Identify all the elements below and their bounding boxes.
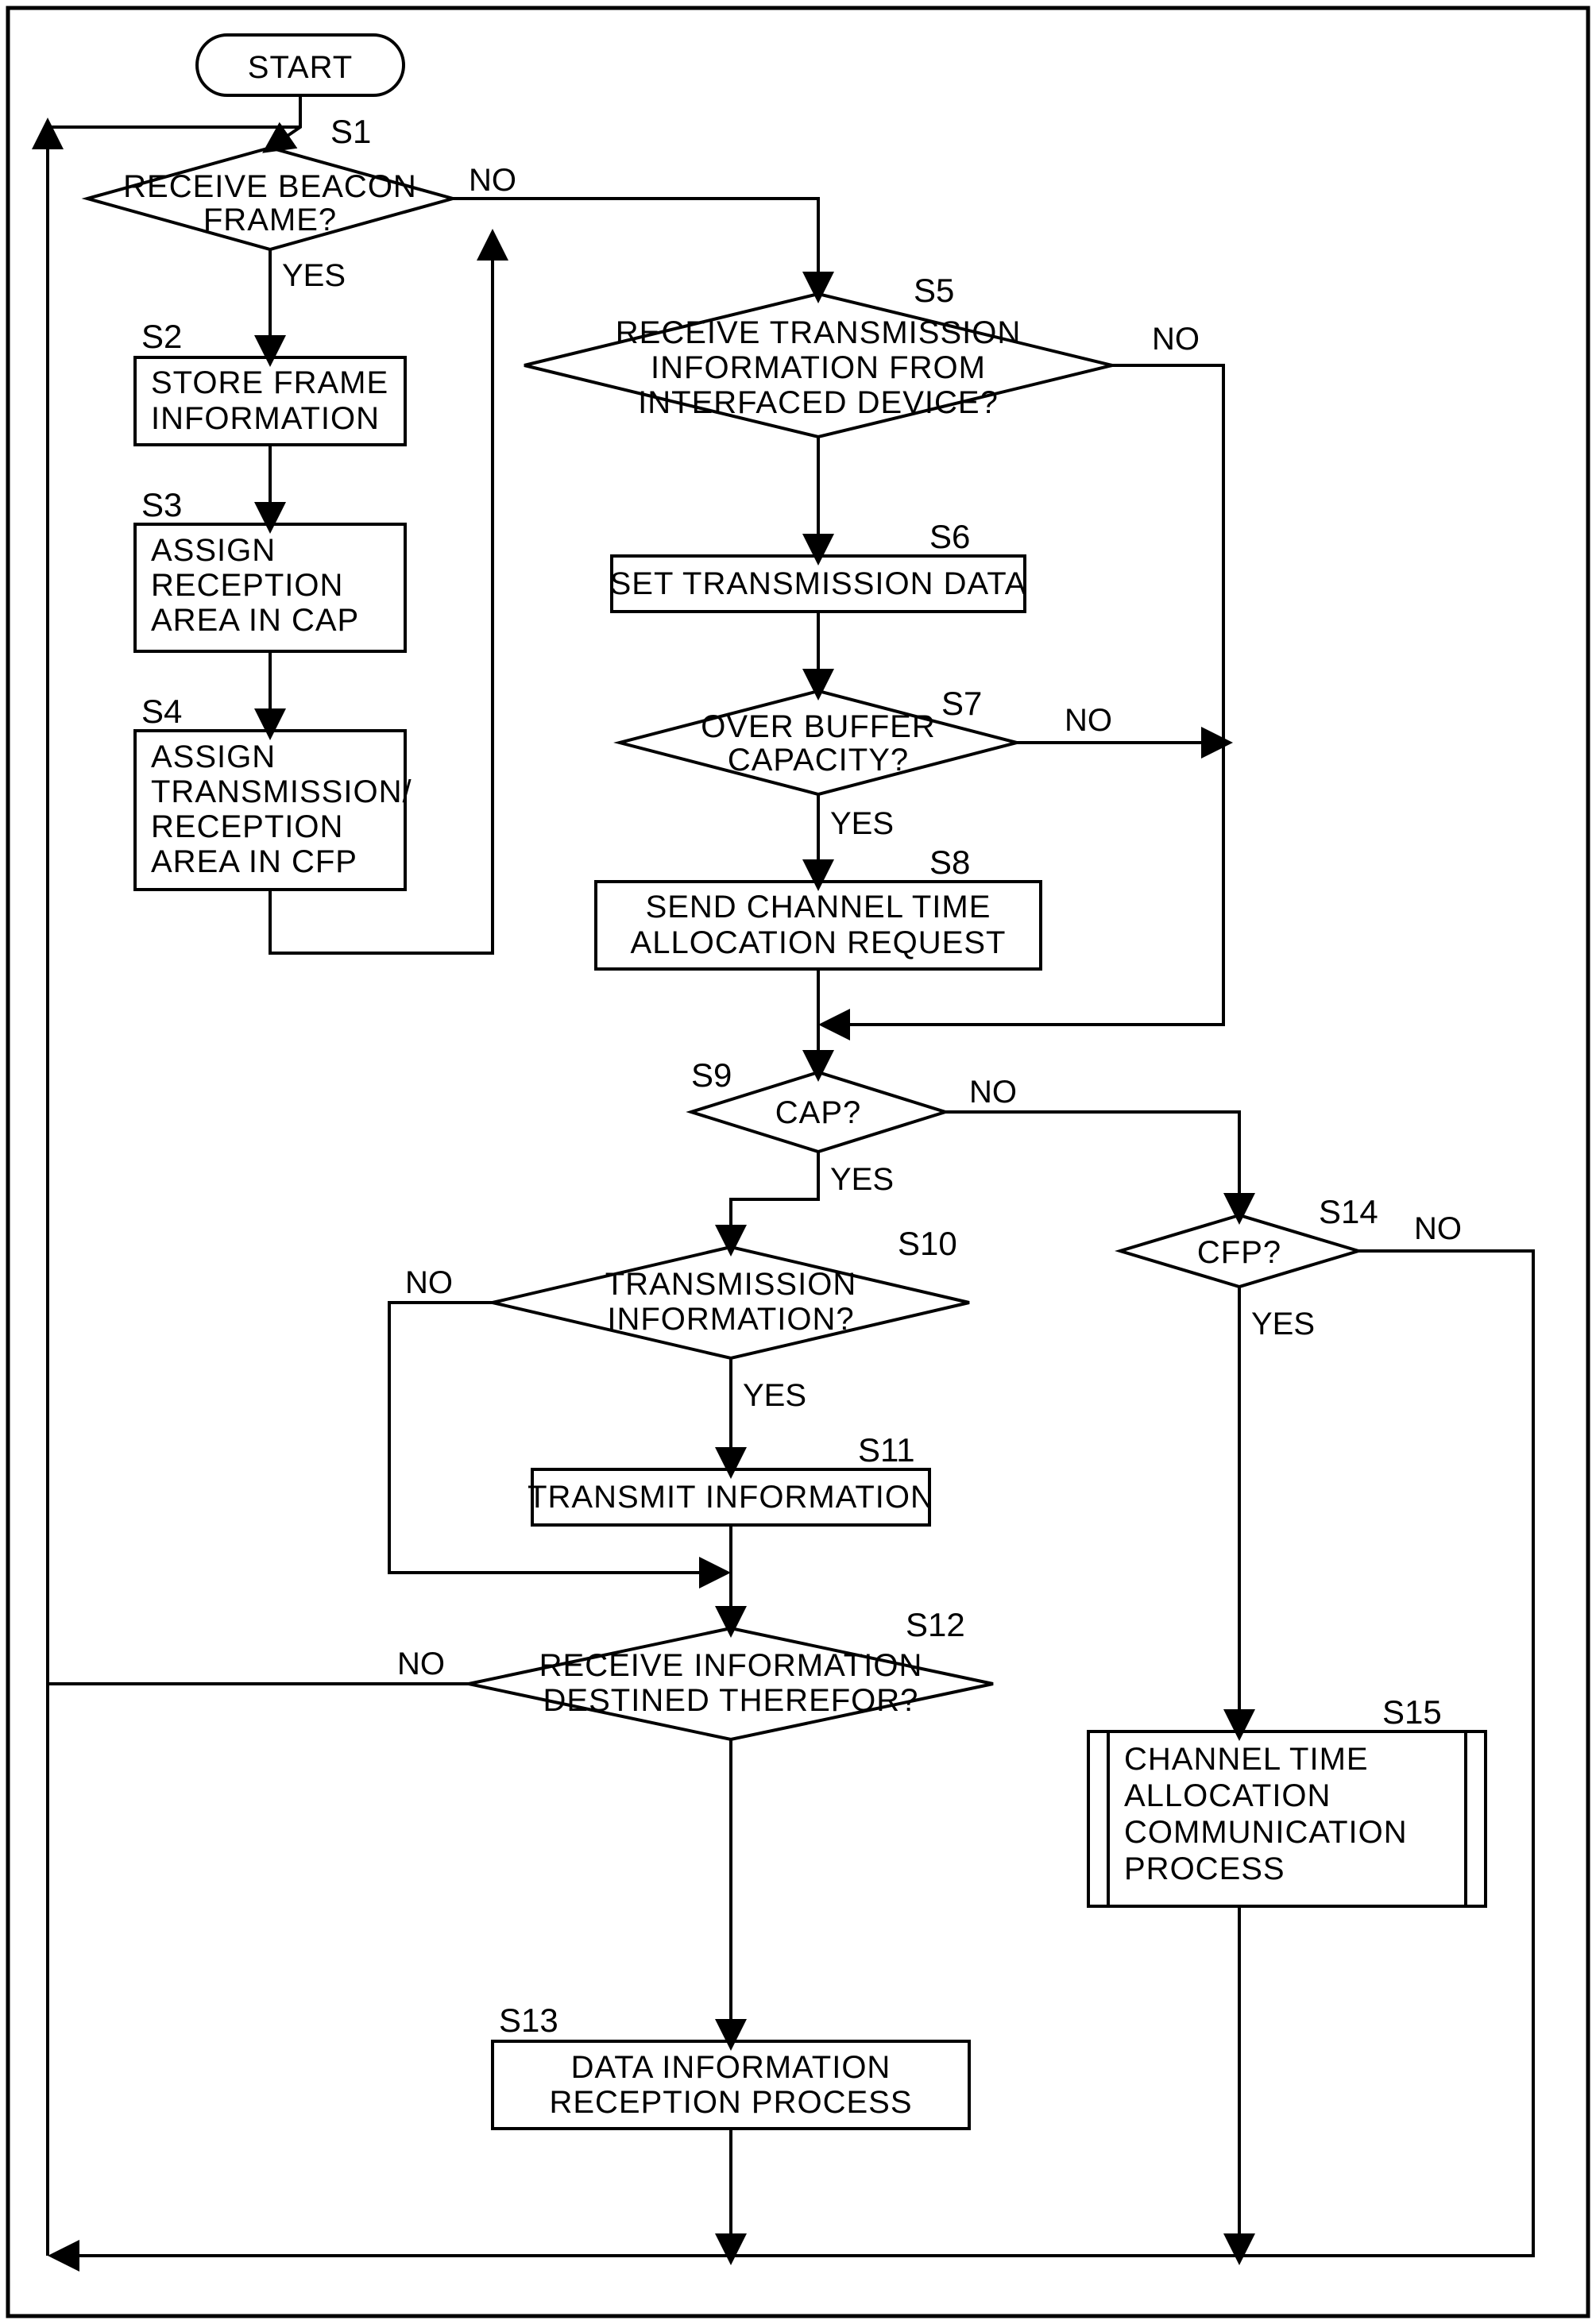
- step-label-s1: S1: [330, 113, 371, 150]
- step-label-s12: S12: [906, 1606, 965, 1643]
- process-s3-line0: ASSIGN: [151, 533, 276, 568]
- process-s15-line0: CHANNEL TIME: [1124, 1742, 1369, 1777]
- process-s13-line0: DATA INFORMATION: [571, 2050, 891, 2085]
- process-s15: S15 CHANNEL TIME ALLOCATION COMMUNICATIO…: [1088, 1693, 1486, 1906]
- decision-s5-line1: INFORMATION FROM: [651, 350, 986, 385]
- process-s8-line0: SEND CHANNEL TIME: [646, 890, 991, 925]
- edge-s7-yes-label: YES: [830, 806, 894, 841]
- edge-s9-yes: [731, 1152, 818, 1247]
- process-s15-line1: ALLOCATION: [1124, 1778, 1331, 1813]
- process-s2-line0: STORE FRAME: [151, 365, 388, 400]
- step-label-s9: S9: [691, 1056, 732, 1094]
- edge-s1-yes-label: YES: [282, 258, 346, 293]
- decision-s12-line1: DESTINED THEREFOR?: [543, 1683, 919, 1718]
- process-s4: S4 ASSIGN TRANSMISSION/ RECEPTION AREA I…: [135, 693, 412, 890]
- process-s8-line1: ALLOCATION REQUEST: [631, 925, 1007, 960]
- decision-s1: S1 RECEIVE BEACON FRAME?: [87, 113, 453, 249]
- terminator-start: START: [197, 35, 404, 95]
- edge-s10-no-label: NO: [405, 1265, 453, 1300]
- step-label-s14: S14: [1319, 1193, 1378, 1230]
- step-label-s6: S6: [929, 518, 970, 555]
- decision-s14-line0: CFP?: [1197, 1235, 1281, 1270]
- process-s4-line0: ASSIGN: [151, 739, 276, 774]
- process-s4-line2: RECEPTION: [151, 809, 343, 844]
- edge-s9-no-label: NO: [969, 1075, 1017, 1110]
- edge-s7-no-label: NO: [1065, 703, 1112, 738]
- process-s13-line1: RECEPTION PROCESS: [549, 2085, 912, 2120]
- decision-s12-line0: RECEIVE INFORMATION: [539, 1648, 923, 1683]
- decision-s14: S14 CFP?: [1120, 1193, 1378, 1287]
- process-s15-line2: COMMUNICATION: [1124, 1815, 1408, 1850]
- decision-s1-line1: FRAME?: [203, 203, 337, 237]
- step-label-s15: S15: [1382, 1693, 1442, 1731]
- decision-s5: S5 RECEIVE TRANSMISSION INFORMATION FROM…: [524, 272, 1112, 437]
- step-label-s2: S2: [141, 318, 182, 355]
- process-s4-line1: TRANSMISSION/: [151, 774, 412, 809]
- terminator-start-label: START: [248, 50, 353, 85]
- edge-s1-no-label: NO: [469, 163, 516, 198]
- process-s2-line1: INFORMATION: [151, 401, 380, 436]
- edge-s14-yes-label: YES: [1251, 1307, 1315, 1342]
- process-s4-line3: AREA IN CFP: [151, 844, 357, 879]
- decision-s5-line2: INTERFACED DEVICE?: [638, 385, 999, 420]
- process-s3-line2: AREA IN CAP: [151, 603, 359, 638]
- step-label-s7: S7: [941, 685, 982, 722]
- edge-s9-yes-label: YES: [830, 1162, 894, 1197]
- decision-s7: S7 OVER BUFFER CAPACITY?: [620, 685, 1017, 794]
- decision-s9-line0: CAP?: [775, 1095, 862, 1130]
- decision-s7-line0: OVER BUFFER: [701, 709, 935, 744]
- step-label-s5: S5: [914, 272, 954, 309]
- edge-s10-yes-label: YES: [743, 1378, 806, 1413]
- decision-s5-line0: RECEIVE TRANSMISSION: [616, 315, 1021, 350]
- step-label-s11: S11: [858, 1431, 915, 1469]
- edge-start-s1: [270, 95, 300, 148]
- decision-s7-line1: CAPACITY?: [728, 743, 909, 778]
- process-s6-line0: SET TRANSMISSION DATA: [610, 566, 1027, 601]
- edge-s14-no-label: NO: [1414, 1211, 1462, 1246]
- process-s11-line0: TRANSMIT INFORMATION: [527, 1480, 934, 1515]
- edge-s12-no-label: NO: [397, 1646, 445, 1681]
- step-label-s13: S13: [499, 2002, 558, 2039]
- edge-s9-no: [945, 1112, 1239, 1215]
- decision-s1-line0: RECEIVE BEACON: [123, 169, 417, 204]
- process-s15-line3: PROCESS: [1124, 1851, 1285, 1886]
- edge-s1-no: [453, 199, 818, 294]
- step-label-s3: S3: [141, 486, 182, 523]
- step-label-s10: S10: [898, 1225, 957, 1262]
- edge-s5-no-label: NO: [1152, 322, 1200, 357]
- decision-s10-line1: INFORMATION?: [607, 1302, 854, 1337]
- process-s3-line1: RECEPTION: [151, 568, 343, 603]
- step-label-s4: S4: [141, 693, 182, 730]
- step-label-s8: S8: [929, 844, 970, 881]
- decision-s10-line0: TRANSMISSION: [605, 1267, 856, 1302]
